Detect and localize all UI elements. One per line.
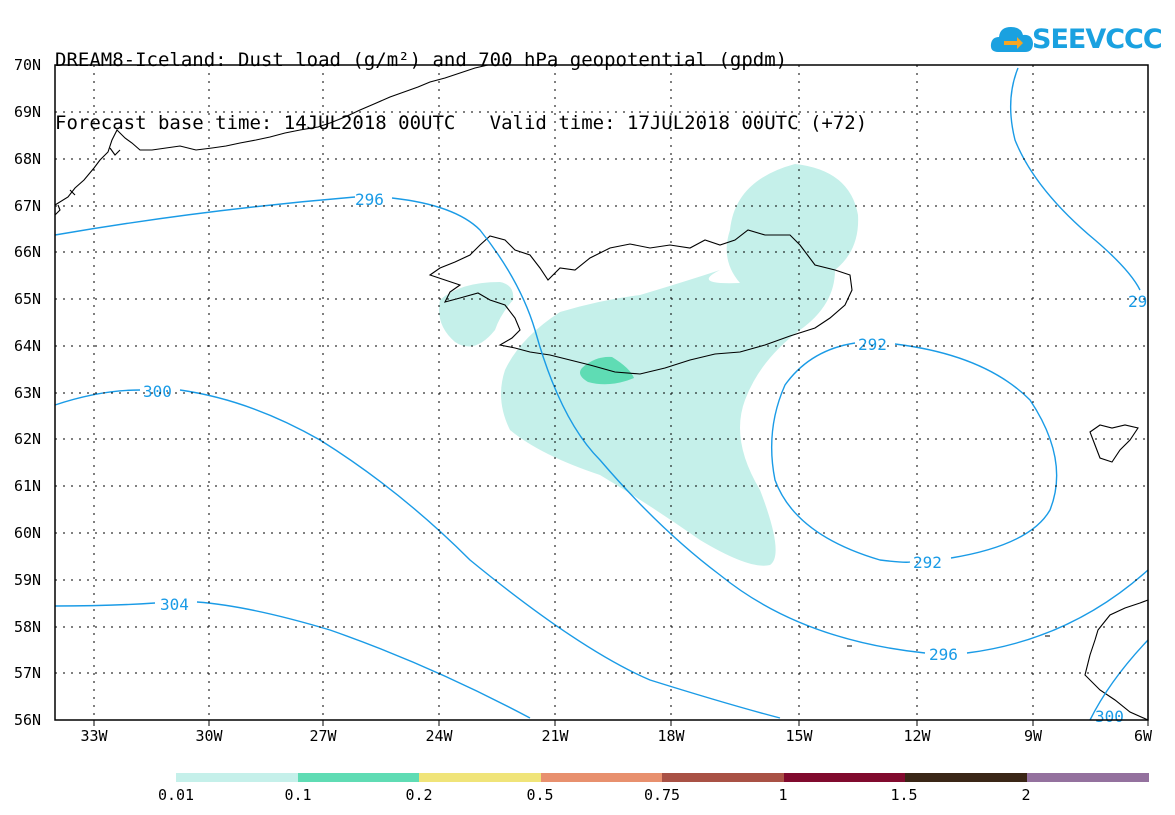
contour-label: 300: [143, 382, 172, 401]
lat-label: 62N: [14, 430, 42, 448]
lon-label: 6W: [1133, 727, 1153, 745]
map-frame: [54, 64, 1149, 721]
cloud-icon: [990, 27, 1033, 52]
colorbar-tick: 0.01: [157, 786, 195, 804]
coastline: [54, 64, 1149, 721]
lon-label: 18W: [657, 727, 685, 745]
lat-label: 69N: [14, 103, 42, 121]
contour-label: 300: [1095, 707, 1124, 726]
contour-label: 29: [1128, 292, 1147, 311]
colorbar-segment: [297, 773, 420, 782]
contour-label: 292: [858, 335, 887, 354]
lon-label: 12W: [903, 727, 931, 745]
contour-304: [54, 601, 531, 719]
lat-label: 68N: [14, 150, 42, 168]
lat-label: 63N: [14, 384, 42, 402]
colorbar-segment: [419, 773, 541, 782]
colorbar-segment: [1026, 773, 1149, 782]
colorbar-tick: 2: [1021, 786, 1031, 804]
contour-label: 296: [929, 645, 958, 664]
contour-labels: 296 300 304 292 292 296 300 29: [143, 190, 1147, 726]
lon-label: 9W: [1023, 727, 1043, 745]
colorbar-tick: 1: [778, 786, 788, 804]
lat-label: 60N: [14, 524, 42, 542]
contour-label: 304: [160, 595, 189, 614]
colorbar-tick: 1.5: [890, 786, 918, 804]
tick-marks: [93, 720, 1149, 726]
lon-label: 30W: [195, 727, 223, 745]
colorbar-segment: [662, 773, 784, 782]
lon-label: 33W: [80, 727, 108, 745]
contour-300: [54, 389, 781, 719]
seevccc-logo: SEEVCCC: [990, 22, 1163, 58]
colorbar-segment: [176, 773, 298, 782]
colorbar-segment: [540, 773, 663, 782]
contour-300-east: [1089, 639, 1149, 721]
lat-label: 59N: [14, 571, 42, 589]
colorbar-tick: 0.5: [526, 786, 554, 804]
lat-label: 58N: [14, 618, 42, 636]
colorbar-segment: [905, 773, 1027, 782]
lat-label: 57N: [14, 664, 42, 682]
colorbar-segment: [783, 773, 906, 782]
lat-label: 56N: [14, 711, 42, 729]
lon-label: 27W: [309, 727, 337, 745]
graticule: [55, 65, 1148, 720]
lat-label: 64N: [14, 337, 42, 355]
dust-area-light: [439, 164, 859, 566]
colorbar-tick: 0.2: [405, 786, 433, 804]
lon-label: 24W: [425, 727, 453, 745]
lon-label: 21W: [541, 727, 569, 745]
colorbar-tick: 0.1: [284, 786, 312, 804]
lat-label: 65N: [14, 290, 42, 308]
lat-label: 70N: [14, 56, 42, 74]
contour-label: 296: [355, 190, 384, 209]
contour-296-west: [54, 196, 1149, 654]
title-line-2: Forecast base time: 14JUL2018 00UTC Vali…: [55, 112, 868, 134]
contour-29x: [1009, 67, 1141, 291]
dust-area-medium: [580, 356, 634, 385]
lat-label: 67N: [14, 197, 42, 215]
lat-label: 66N: [14, 243, 42, 261]
contour-label: 292: [913, 553, 942, 572]
colorbar-tick: 0.75: [643, 786, 681, 804]
contour-292: [771, 342, 1058, 563]
lon-label: 15W: [785, 727, 813, 745]
logo-text: SEEVCCC: [1032, 24, 1163, 55]
lat-label: 61N: [14, 477, 42, 495]
geopotential-contours: [54, 67, 1149, 721]
